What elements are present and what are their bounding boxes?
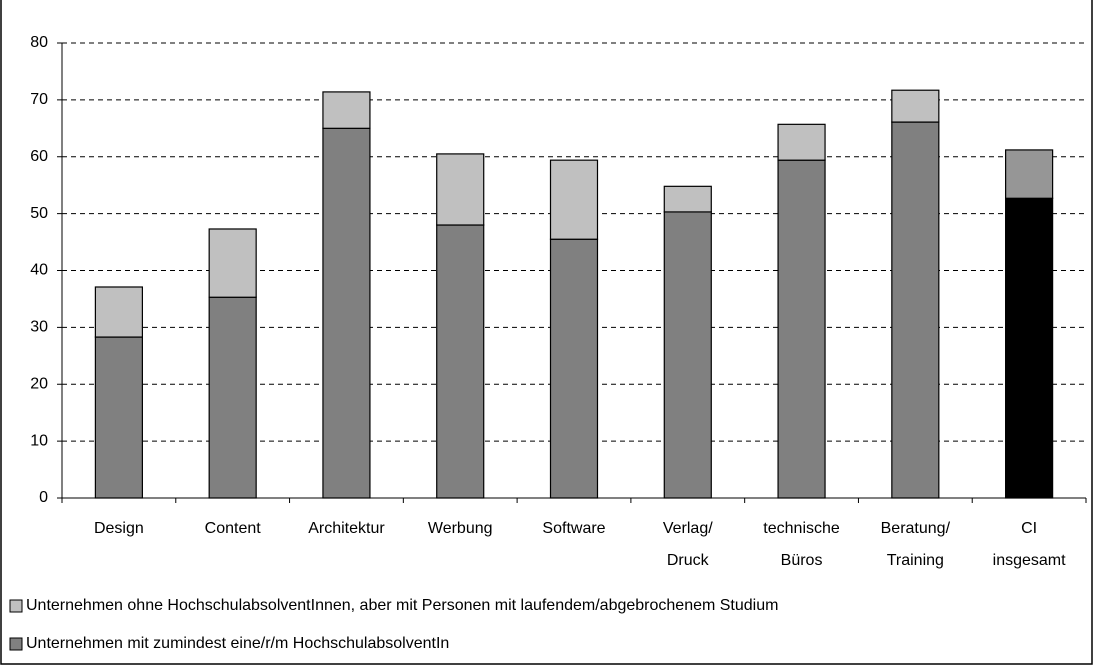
- x-tick-label: Content: [205, 520, 262, 537]
- bar-segment: [777, 123, 826, 161]
- bar-segment: [663, 211, 712, 499]
- bar-segment: [208, 228, 257, 298]
- x-tick-label: Architektur: [308, 520, 385, 537]
- y-tick-label: 80: [30, 34, 48, 51]
- y-tick-label: 10: [30, 432, 48, 449]
- bar-segment: [1005, 197, 1054, 499]
- x-tick-label: Werbung: [428, 520, 493, 537]
- y-tick-label: 30: [30, 319, 48, 336]
- x-tick-label: Beratung/Training: [881, 520, 951, 569]
- bar-segment: [549, 159, 599, 240]
- bar-segment: [891, 89, 940, 123]
- y-tick-label: 70: [30, 91, 48, 108]
- bar-segment: [1005, 149, 1054, 199]
- bar-segment: [436, 153, 485, 226]
- legend-swatch: [9, 637, 23, 651]
- legend-label: Unternehmen mit zumindest eine/r/m Hochs…: [26, 635, 449, 652]
- y-tick-label: 40: [30, 262, 48, 279]
- y-tick-label: 20: [30, 375, 48, 392]
- x-tick-label: Design: [94, 520, 144, 537]
- bar-segment: [891, 121, 940, 499]
- y-tick-label: 50: [30, 205, 48, 222]
- y-tick-label: 60: [30, 148, 48, 165]
- bar-segment: [94, 286, 143, 338]
- x-tick-label: CI insgesamt: [993, 520, 1066, 569]
- legend-label: Unternehmen ohne HochschulabsolventInnen…: [26, 597, 778, 614]
- x-tick-label: technische Büros: [763, 520, 840, 569]
- legend-swatch: [9, 599, 23, 613]
- bar-segment: [322, 91, 371, 129]
- bar-segment: [322, 127, 371, 499]
- bar-segment: [208, 296, 257, 499]
- y-tick-label: 0: [39, 489, 48, 506]
- bar-segment: [436, 224, 485, 499]
- x-tick-label: Software: [542, 520, 605, 537]
- x-tick-label: Verlag/Druck: [663, 520, 713, 569]
- bar-segment: [549, 238, 599, 499]
- bar-segment: [777, 159, 826, 499]
- bar-segment: [94, 336, 143, 499]
- bar-segment: [663, 185, 712, 213]
